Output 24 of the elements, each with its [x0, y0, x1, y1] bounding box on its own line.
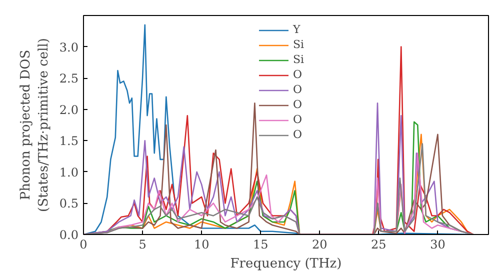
legend-label: Y — [293, 23, 302, 36]
legend-label: O — [293, 113, 304, 126]
x-tick-label: 20 — [312, 238, 328, 252]
x-tick-label: 10 — [194, 238, 210, 252]
y-tick-label: 1.5 — [59, 134, 79, 148]
y-axis-title: Phonon projected DOS (States/THz·primitive cell) — [18, 38, 52, 212]
y-tick-label: 3.0 — [59, 40, 79, 54]
legend-label: O — [293, 68, 304, 81]
x-tick-label: 0 — [80, 238, 88, 252]
legend-label: O — [293, 83, 304, 96]
y-tick-label: 0.0 — [59, 228, 79, 242]
x-tick-label: 15 — [252, 238, 268, 252]
x-tick-label: 30 — [430, 238, 446, 252]
x-tick-label: 25 — [371, 238, 386, 252]
legend-label: Si — [293, 38, 306, 51]
legend-label: O — [293, 128, 304, 141]
legend-label: O — [293, 98, 304, 111]
y-tick-label: 2.0 — [59, 102, 79, 117]
y-tick-label: 0.5 — [59, 196, 79, 211]
legend-label: Si — [293, 53, 306, 66]
y-tick-label: 2.5 — [59, 72, 79, 86]
x-tick-label: 5 — [138, 238, 146, 252]
y-tick-label: 1.0 — [59, 165, 79, 180]
x-axis-title: Frequency (THz) — [230, 256, 342, 272]
